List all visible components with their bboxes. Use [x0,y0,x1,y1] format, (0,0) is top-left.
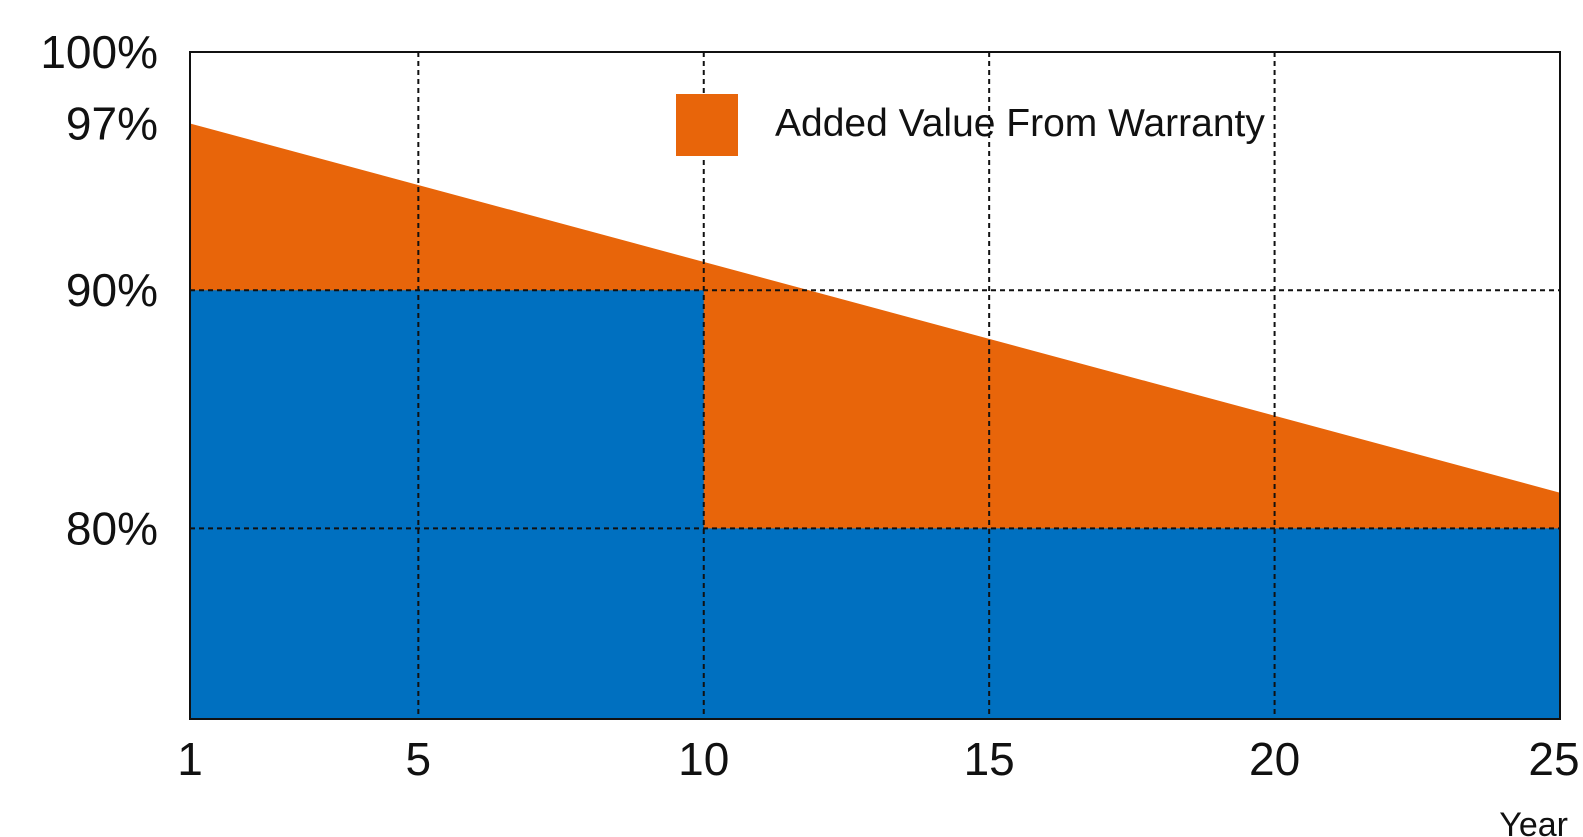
y-tick-label: 80% [66,502,158,554]
x-tick-label: 10 [678,733,729,785]
legend-swatch [676,94,738,156]
y-tick-label: 97% [66,97,158,149]
legend-label: Added Value From Warranty [775,102,1265,145]
y-axis-ticks: 100% 97% 90% 80% [40,26,158,554]
x-tick-label: 20 [1249,733,1300,785]
y-tick-label: 100% [40,26,158,78]
x-tick-label: 15 [964,733,1015,785]
x-tick-label: 25 [1528,733,1579,785]
x-tick-label: 1 [177,733,203,785]
base-warranty-area [190,290,1560,719]
legend: Added Value From Warranty [676,94,1265,156]
grid-lines [190,52,1560,719]
x-tick-label: 5 [406,733,432,785]
x-axis-ticks: 1 5 10 15 20 25 [177,733,1579,785]
plot-frame [189,51,1561,720]
y-tick-label: 90% [66,264,158,316]
x-axis-label: Year [1499,806,1568,837]
